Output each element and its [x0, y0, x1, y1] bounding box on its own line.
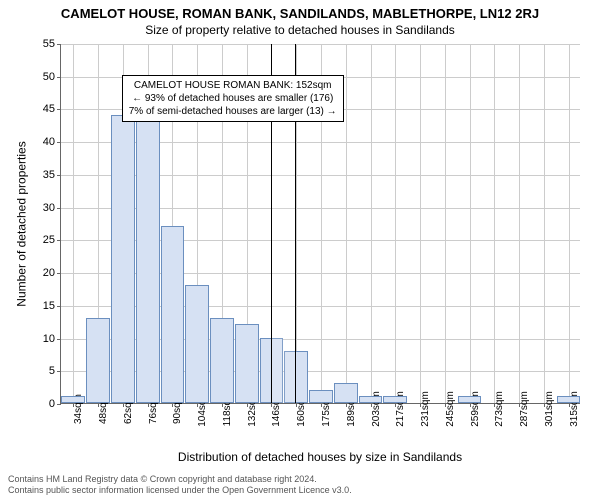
y-tick-label: 55	[43, 38, 55, 50]
bar	[334, 383, 358, 403]
bar	[235, 324, 259, 403]
annotation-line-3: 7% of semi-detached houses are larger (1…	[129, 105, 337, 118]
y-tick-label: 25	[43, 234, 55, 246]
y-tick-label: 40	[43, 136, 55, 148]
bar	[86, 318, 110, 403]
y-tick-label: 35	[43, 169, 55, 181]
y-tick-label: 50	[43, 71, 55, 83]
y-tick-label: 0	[49, 398, 55, 410]
bar	[61, 396, 85, 403]
bar	[136, 108, 160, 403]
bar	[458, 396, 482, 403]
bar	[210, 318, 234, 403]
footer-line-1: Contains HM Land Registry data © Crown c…	[8, 474, 352, 485]
y-tick-mark	[57, 404, 61, 405]
bar	[161, 226, 185, 403]
y-tick-label: 5	[49, 365, 55, 377]
y-tick-label: 15	[43, 300, 55, 312]
y-axis-label-wrap: Number of detached properties	[14, 44, 30, 404]
annotation-box: CAMELOT HOUSE ROMAN BANK: 152sqm ← 93% o…	[122, 75, 344, 122]
footer: Contains HM Land Registry data © Crown c…	[8, 474, 352, 496]
plot-area: CAMELOT HOUSE ROMAN BANK: 152sqm ← 93% o…	[60, 44, 580, 404]
y-axis-label: Number of detached properties	[15, 141, 29, 306]
bar	[383, 396, 407, 403]
chart-title-sub: Size of property relative to detached ho…	[0, 21, 600, 37]
annotation-line-2: ← 93% of detached houses are smaller (17…	[129, 92, 337, 105]
annotation-line-1: CAMELOT HOUSE ROMAN BANK: 152sqm	[129, 79, 337, 92]
y-tick-label: 10	[43, 333, 55, 345]
chart-title-main: CAMELOT HOUSE, ROMAN BANK, SANDILANDS, M…	[0, 0, 600, 21]
x-axis-label: Distribution of detached houses by size …	[60, 450, 580, 464]
footer-line-2: Contains public sector information licen…	[8, 485, 352, 496]
bar	[359, 396, 383, 403]
y-tick-label: 30	[43, 202, 55, 214]
chart-area: CAMELOT HOUSE ROMAN BANK: 152sqm ← 93% o…	[60, 44, 580, 434]
y-tick-label: 45	[43, 103, 55, 115]
y-tick-label: 20	[43, 267, 55, 279]
bar	[557, 396, 581, 403]
bar	[111, 115, 135, 403]
bar	[309, 390, 333, 403]
bar	[185, 285, 209, 403]
